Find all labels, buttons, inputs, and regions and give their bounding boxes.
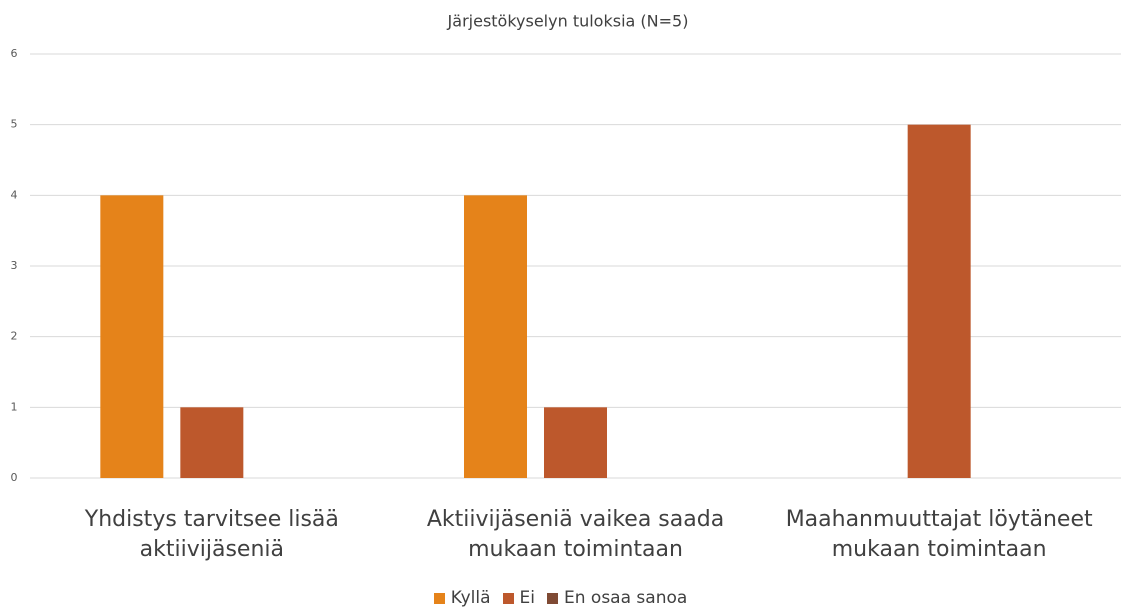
legend-swatch — [547, 592, 558, 604]
x-tick-label: Maahanmuuttajat löytäneet mukaan toimint… — [785, 507, 1093, 562]
y-tick-label: 0 — [11, 471, 18, 484]
y-tick-label: 2 — [11, 330, 18, 343]
chart-title: Järjestökyselyn tuloksia (N=5) — [447, 12, 689, 31]
legend-swatch — [502, 592, 514, 604]
legend-label: En osaa sanoa — [564, 588, 688, 608]
legend-label: Kyllä — [450, 588, 491, 608]
bar — [180, 407, 244, 478]
y-tick-label: 1 — [11, 400, 18, 413]
legend: Kyllä Ei En osaa sanoa — [0, 588, 1121, 609]
y-tick-label: 6 — [11, 47, 18, 60]
x-tick-label: Yhdistys tarvitsee lisää aktiivijäseniä — [84, 507, 339, 562]
x-tick-label: Aktiivijäseniä vaikea saada mukaan toimi… — [426, 507, 725, 562]
legend-item: Kyllä — [433, 588, 491, 608]
legend-item: En osaa sanoa — [547, 588, 687, 608]
legend-item: Ei — [502, 588, 535, 608]
y-tick-label: 5 — [11, 118, 18, 131]
bar — [907, 124, 971, 479]
bar — [544, 407, 607, 478]
legend-label: Ei — [519, 588, 535, 608]
legend-swatch — [433, 592, 445, 604]
y-tick-label: 4 — [11, 188, 18, 201]
y-tick-label: 3 — [11, 259, 18, 272]
bar — [464, 195, 527, 479]
bar — [100, 195, 164, 479]
